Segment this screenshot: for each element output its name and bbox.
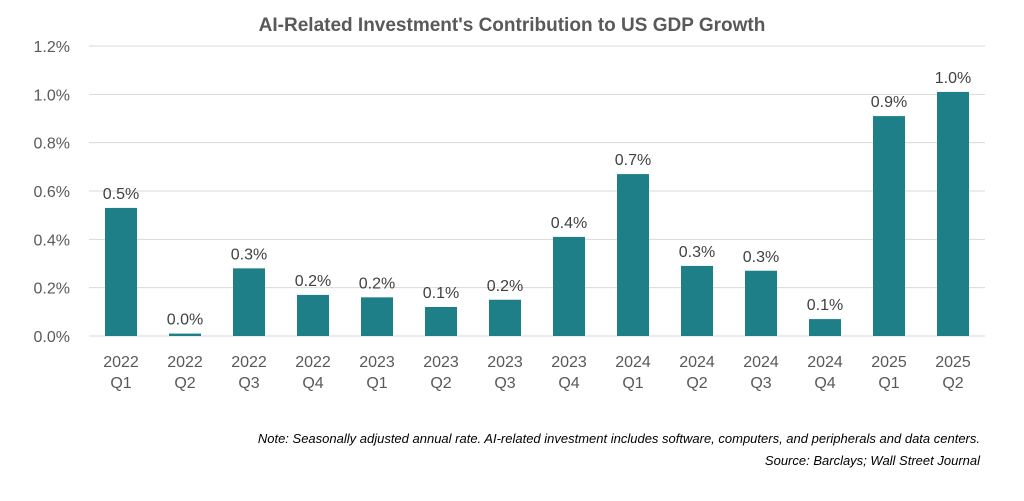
x-tick-label: 2024 <box>807 354 843 371</box>
data-label: 0.1% <box>807 297 843 314</box>
x-tick-label: 2025 <box>871 354 907 371</box>
data-label: 0.3% <box>679 244 715 261</box>
x-tick-label: 2024 <box>679 354 715 371</box>
x-tick-label: Q1 <box>110 375 131 392</box>
y-tick-label: 0.2% <box>34 281 70 298</box>
chart-source: Source: Barclays; Wall Street Journal <box>765 453 981 468</box>
data-label: 0.3% <box>743 249 779 266</box>
chart-note: Note: Seasonally adjusted annual rate. A… <box>258 431 980 446</box>
bar <box>169 333 201 336</box>
bar <box>617 174 649 336</box>
data-label: 1.0% <box>935 70 971 87</box>
bar <box>745 270 777 336</box>
bar <box>873 116 905 336</box>
data-label: 0.2% <box>359 275 395 292</box>
x-tick-label: Q1 <box>878 375 899 392</box>
x-tick-label: Q4 <box>302 375 323 392</box>
x-tick-label: 2022 <box>167 354 203 371</box>
x-tick-label: 2023 <box>359 354 395 371</box>
chart-title: AI-Related Investment's Contribution to … <box>259 15 766 36</box>
y-tick-label: 0.8% <box>34 136 70 153</box>
y-tick-label: 1.0% <box>34 87 70 104</box>
x-tick-label: Q3 <box>238 375 259 392</box>
x-tick-label: 2022 <box>103 354 139 371</box>
bar <box>233 268 265 336</box>
y-tick-label: 1.2% <box>34 39 70 56</box>
bar <box>809 319 841 336</box>
x-tick-label: Q2 <box>686 375 707 392</box>
y-tick-label: 0.0% <box>34 329 70 346</box>
x-tick-label: Q3 <box>750 375 771 392</box>
x-tick-label: Q4 <box>814 375 835 392</box>
bar <box>553 236 585 336</box>
x-tick-label: Q2 <box>174 375 195 392</box>
bar <box>297 294 329 336</box>
bar <box>681 265 713 336</box>
x-tick-label: Q2 <box>942 375 963 392</box>
data-label: 0.9% <box>871 94 907 111</box>
data-label: 0.4% <box>551 215 587 232</box>
x-tick-label: 2023 <box>551 354 587 371</box>
x-tick-label: 2022 <box>295 354 331 371</box>
bar <box>105 207 137 336</box>
x-tick-label: 2022 <box>231 354 267 371</box>
bar <box>425 307 457 336</box>
x-tick-label: 2023 <box>423 354 459 371</box>
data-label: 0.0% <box>167 312 203 329</box>
x-tick-label: 2024 <box>615 354 651 371</box>
x-tick-label: Q4 <box>558 375 579 392</box>
y-tick-label: 0.6% <box>34 184 70 201</box>
bar <box>937 91 969 337</box>
x-tick-label: Q3 <box>494 375 515 392</box>
data-label: 0.2% <box>295 273 331 290</box>
x-tick-label: Q2 <box>430 375 451 392</box>
x-tick-label: 2024 <box>743 354 779 371</box>
data-label: 0.2% <box>487 278 523 295</box>
bar <box>361 297 393 336</box>
data-label: 0.3% <box>231 246 267 263</box>
y-tick-label: 0.4% <box>34 232 70 249</box>
data-label: 0.5% <box>103 186 139 203</box>
x-tick-label: 2025 <box>935 354 971 371</box>
data-label: 0.7% <box>615 152 651 169</box>
x-tick-label: 2023 <box>487 354 523 371</box>
bar <box>489 299 521 336</box>
x-tick-label: Q1 <box>366 375 387 392</box>
x-tick-label: Q1 <box>622 375 643 392</box>
data-label: 0.1% <box>423 285 459 302</box>
